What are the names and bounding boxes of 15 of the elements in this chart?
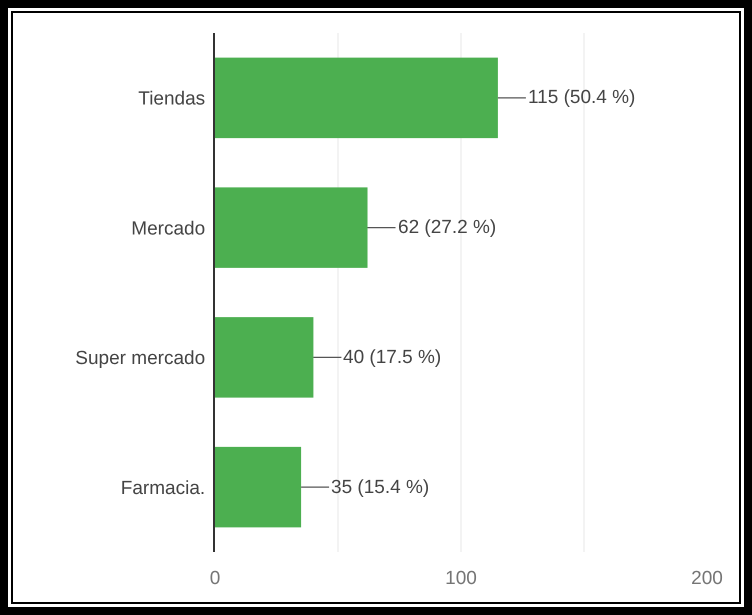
bar [215,446,302,528]
data-label: 35 (15.4 %) [331,477,430,498]
x-tick-label: 100 [445,568,477,589]
y-tick-label: Super mercado [75,348,206,370]
bar [215,58,498,138]
data-label: 62 (27.2 %) [398,217,496,238]
y-tick-label: Mercado [131,218,206,240]
bar [215,187,368,268]
bar [215,317,314,398]
data-label: 115 (50.4 %) [528,87,636,108]
data-label: 40 (17.5 %) [343,347,442,368]
x-tick-label: 200 [691,568,723,589]
y-tick-label: Farmacia. [120,478,206,499]
x-tick-label: 0 [210,568,220,589]
y-tick-label: Tiendas [138,88,206,110]
